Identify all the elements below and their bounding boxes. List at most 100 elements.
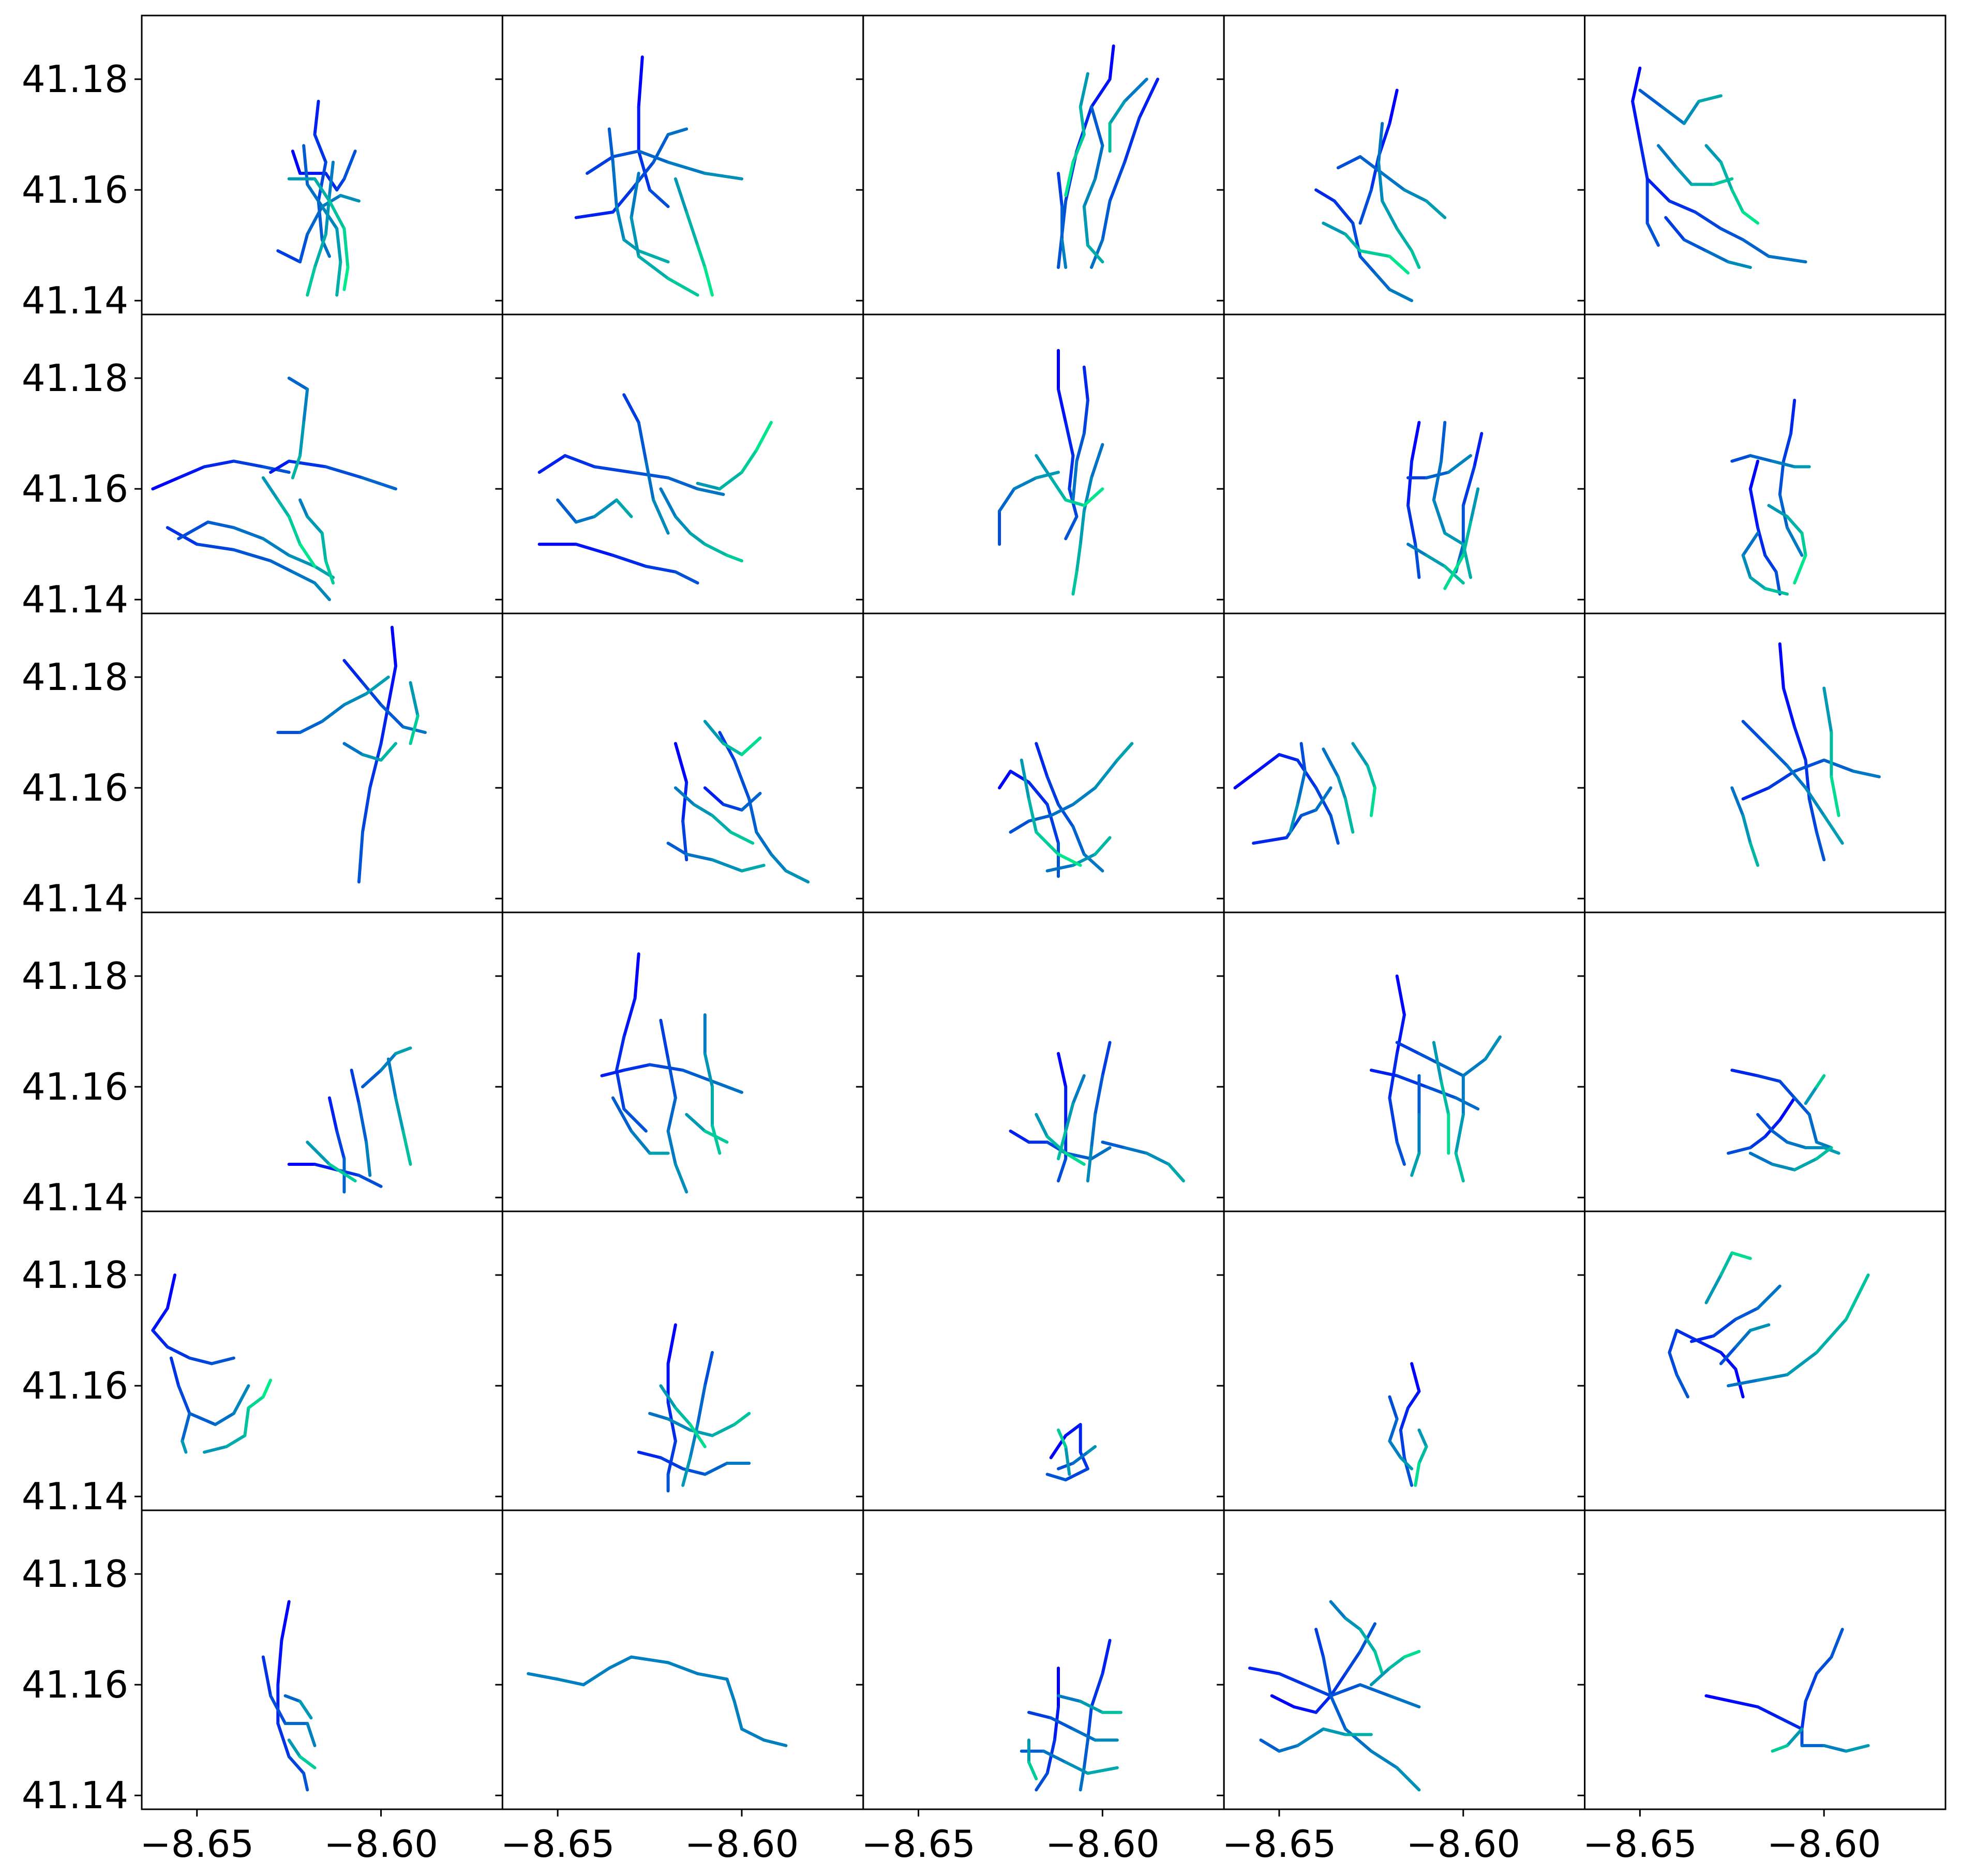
trajectory-group (276, 625, 427, 884)
trajectory-segment (224, 1434, 247, 1448)
panel-background (1224, 16, 1585, 314)
trajectory-segment (1645, 177, 1671, 203)
trajectory-segment (1388, 1417, 1399, 1443)
trajectory-segment (1045, 1135, 1068, 1155)
trajectory-segment (1388, 1655, 1406, 1670)
x-tick-label: −8.60 (1045, 1822, 1160, 1866)
panel-22 (495, 1210, 864, 1511)
trajectory-segment (1741, 719, 1767, 745)
trajectory-segment (1373, 1649, 1384, 1675)
trajectory-segment (342, 266, 350, 291)
trajectory-segment (1369, 786, 1376, 817)
trajectory-segment (1079, 72, 1089, 109)
trajectory-segment (298, 1700, 313, 1720)
trajectory-segment (287, 553, 317, 568)
trajectory-segment (630, 160, 655, 192)
panel-4 (1217, 14, 1586, 316)
trajectory-segment (181, 1412, 191, 1443)
panel-20 (1577, 911, 1947, 1212)
trajectory-segment (696, 1384, 707, 1427)
trajectory-segment (1351, 742, 1369, 768)
y-tick-label: 41.18 (22, 1552, 128, 1596)
trajectory-segment (1020, 758, 1030, 801)
x-tick-label: −8.65 (861, 1822, 976, 1866)
trajectory-group (1314, 88, 1447, 303)
trajectory-segment (755, 421, 773, 452)
trajectory-segment (247, 1395, 265, 1409)
trajectory-segment (291, 454, 302, 479)
trajectory-segment (1748, 1151, 1774, 1166)
trajectory-segment (291, 570, 317, 585)
trajectory-segment (1064, 421, 1075, 457)
trajectory-segment (648, 188, 670, 208)
trajectory-segment (1778, 459, 1785, 496)
panel-background (1584, 912, 1945, 1211)
x-tick-label: −8.65 (501, 1822, 615, 1866)
trajectory-segment (1748, 487, 1760, 530)
trajectory-segment (648, 1412, 670, 1421)
trajectory-segment (232, 526, 265, 541)
trajectory-segment (607, 1655, 633, 1670)
trajectory-segment (298, 543, 317, 568)
trajectory-segment (276, 249, 302, 264)
trajectory-segment (637, 149, 670, 164)
trajectory-group (637, 1323, 751, 1493)
trajectory-segment (1697, 94, 1723, 103)
trajectory-segment (1395, 1013, 1406, 1055)
trajectory-segment (287, 377, 309, 391)
trajectory-segment (1675, 1373, 1689, 1399)
trajectory-segment (1314, 188, 1336, 203)
trajectory-segment (740, 736, 762, 756)
trajectory-segment (1049, 803, 1075, 817)
panel-15 (1577, 612, 1947, 913)
trajectory-segment (1395, 1140, 1406, 1166)
trajectory-segment (177, 520, 210, 541)
trajectory-segment (1137, 78, 1160, 119)
trajectory-segment (574, 543, 615, 557)
trajectory-segment (1314, 1694, 1333, 1714)
trajectory-group (287, 1046, 412, 1194)
small-multiples-grid: 41.14 41.16 41.18 41.14 41.16 41.18 41.14 41.16… (22, 14, 1947, 1866)
trajectory-segment (556, 498, 578, 524)
trajectory-segment (1786, 1140, 1807, 1149)
trajectory-segment (177, 1384, 191, 1415)
trajectory-segment (1322, 747, 1340, 778)
trajectory-segment (1344, 1727, 1373, 1753)
trajectory-segment (729, 830, 755, 845)
trajectory-segment (1804, 786, 1826, 817)
trajectory-segment (1815, 1317, 1848, 1354)
trajectory-segment (563, 454, 596, 469)
trajectory-segment (365, 676, 390, 696)
trajectory-segment (342, 149, 357, 181)
trajectory-segment (1822, 758, 1855, 773)
trajectory-segment (703, 543, 729, 557)
trajectory-segment (1741, 814, 1752, 845)
trajectory-segment (711, 1124, 722, 1155)
trajectory-segment (696, 487, 725, 496)
trajectory-segment (276, 498, 291, 518)
trajectory-segment (1395, 1766, 1421, 1792)
trajectory-segment (574, 211, 615, 219)
trajectory-segment (1844, 1744, 1870, 1753)
trajectory-segment (1432, 498, 1447, 535)
trajectory-segment (1167, 1163, 1185, 1183)
trajectory-group (261, 1600, 317, 1792)
trajectory-segment (1057, 1428, 1068, 1448)
trajectory-segment (637, 249, 670, 264)
trajectory-segment (335, 1129, 346, 1161)
trajectory-segment (1741, 531, 1760, 557)
trajectory-segment (1035, 1113, 1049, 1138)
trajectory-segment (648, 1063, 685, 1072)
trajectory-segment (287, 515, 302, 546)
trajectory-segment (1414, 1462, 1421, 1487)
trajectory-segment (1410, 421, 1421, 463)
trajectory-segment (1377, 122, 1384, 164)
trajectory-segment (1045, 1473, 1068, 1482)
trajectory-segment (593, 498, 618, 518)
trajectory-segment (287, 459, 327, 469)
trajectory-segment (1734, 1329, 1752, 1349)
panel-12 (495, 612, 864, 913)
trajectory-segment (342, 742, 364, 756)
trajectory-segment (1807, 1113, 1818, 1144)
trajectory-segment (1844, 1273, 1870, 1321)
